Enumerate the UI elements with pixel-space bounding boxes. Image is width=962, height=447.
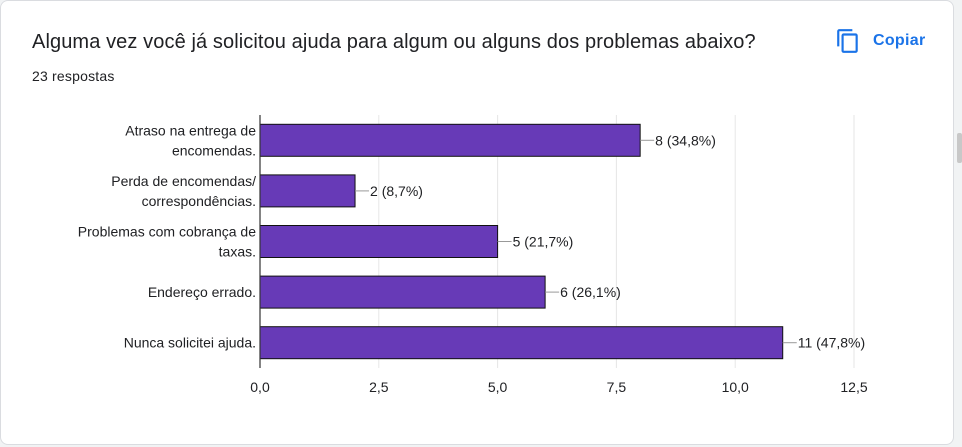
bar [259, 275, 546, 309]
bar [259, 174, 356, 208]
category-label: Atraso na entrega de [125, 122, 256, 138]
category-label: taxas. [219, 244, 256, 260]
bar-value-label: 2 (8,7%) [370, 183, 423, 199]
copy-label: Copiar [873, 32, 926, 49]
x-tick-label: 12,5 [840, 379, 867, 395]
category-label: Endereço errado. [148, 284, 256, 300]
bar-value-label: 11 (47,8%) [798, 335, 865, 351]
category-label: encomendas. [172, 142, 256, 158]
x-tick-label: 7,5 [607, 379, 627, 395]
bar-value-label: 8 (34,8%) [655, 132, 716, 148]
bar [259, 326, 784, 360]
bar [259, 123, 641, 157]
category-label: Nunca solicitei ajuda. [124, 335, 256, 351]
x-tick-label: 10,0 [722, 379, 749, 395]
x-tick-label: 2,5 [369, 379, 389, 395]
response-count: 23 respostas [32, 68, 115, 84]
bar [259, 225, 499, 258]
bar-value-label: 5 (21,7%) [513, 234, 574, 250]
copy-button[interactable]: Copiar [827, 23, 933, 59]
x-tick-label: 0,0 [250, 379, 270, 395]
category-label: Problemas com cobrança de [78, 224, 256, 240]
category-label: correspondências. [142, 193, 256, 209]
question-title: Alguma vez você já solicitou ajuda para … [32, 31, 756, 53]
copy-icon [837, 29, 858, 53]
x-tick-label: 5,0 [488, 379, 508, 395]
bar-value-label: 6 (26,1%) [560, 284, 621, 300]
category-label: Perda de encomendas/ [111, 173, 256, 189]
scrollbar-thumb[interactable] [957, 133, 962, 163]
